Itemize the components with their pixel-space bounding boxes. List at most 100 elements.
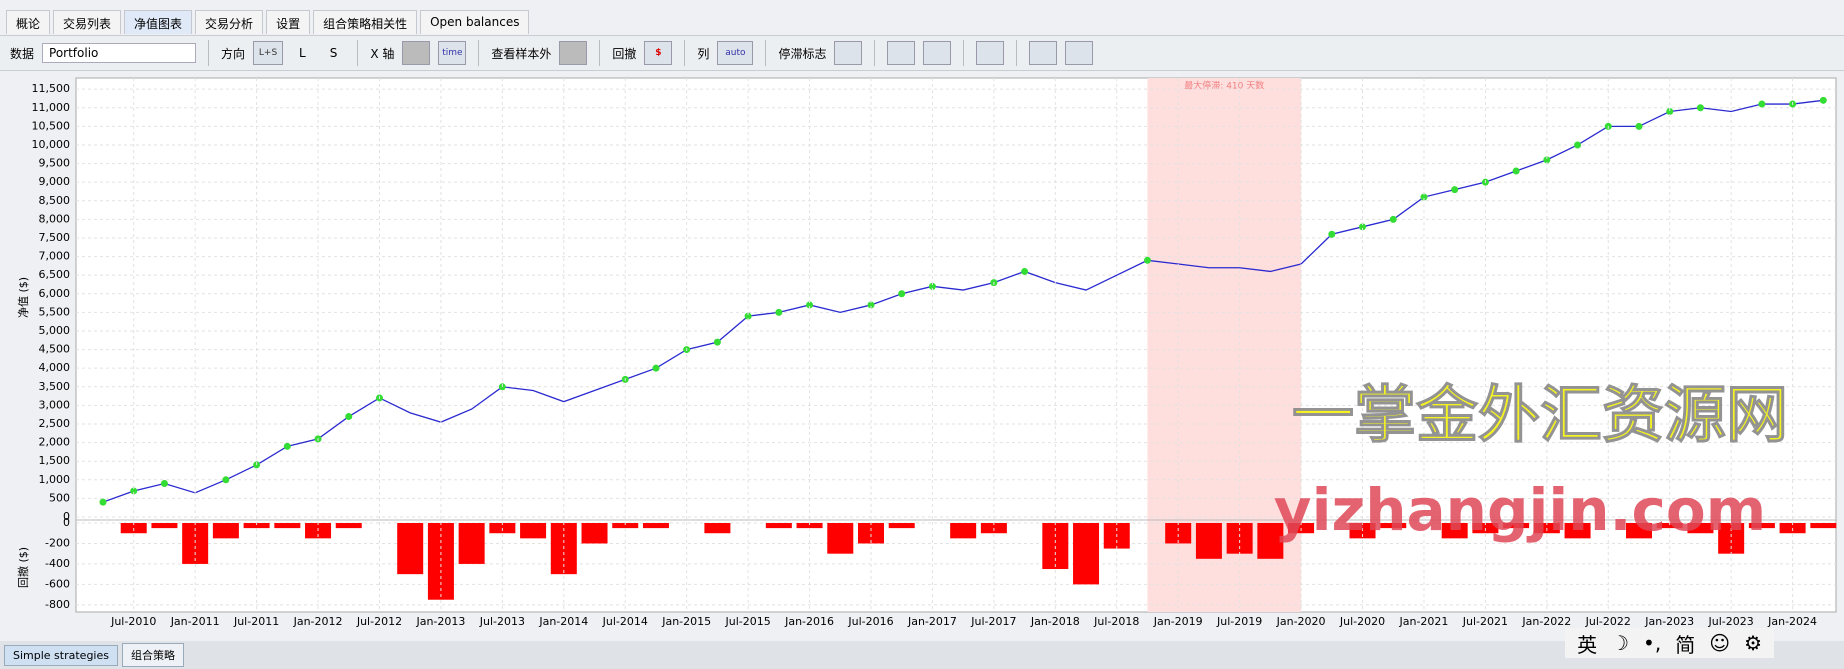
x-tick-label: Jul-2012 bbox=[356, 615, 402, 628]
separator bbox=[963, 40, 965, 66]
separator bbox=[357, 40, 359, 66]
ime-icon[interactable]: ☺ bbox=[1709, 631, 1731, 655]
drawdown-bar bbox=[335, 523, 362, 529]
tab[interactable]: 交易列表 bbox=[53, 10, 122, 34]
ime-icon[interactable]: ☽ bbox=[1611, 631, 1630, 655]
drawdown-bar bbox=[1656, 523, 1683, 529]
new-high-marker bbox=[160, 480, 168, 488]
new-high-marker bbox=[1021, 267, 1029, 275]
drawdown-bar bbox=[765, 523, 792, 529]
x-tick-label: Jan-2013 bbox=[415, 615, 465, 628]
direction-button[interactable]: S bbox=[329, 46, 338, 60]
drawdown-bar bbox=[1380, 523, 1407, 529]
drawdown-bar bbox=[1503, 523, 1530, 529]
watermark-title: 一掌金外汇资源网 bbox=[1292, 378, 1788, 451]
data-select[interactable]: Portfolio bbox=[42, 43, 197, 63]
drawdown-bar bbox=[151, 523, 178, 529]
drawdown-bar bbox=[1687, 523, 1714, 534]
label: 列 bbox=[697, 46, 710, 61]
ime-icon[interactable]: ⚙ bbox=[1744, 631, 1762, 655]
ime-mode[interactable]: 英 bbox=[1577, 632, 1598, 657]
tab[interactable]: 净值图表 bbox=[124, 10, 193, 34]
y-tick-label: -600 bbox=[45, 577, 70, 590]
x-tick-label: Jul-2011 bbox=[233, 615, 279, 628]
y-tick-label: 4,500 bbox=[39, 343, 71, 356]
new-high-marker bbox=[1143, 256, 1151, 264]
tab[interactable]: 概论 bbox=[6, 10, 51, 34]
watermark-url: yizhangjin.com bbox=[1274, 476, 1766, 544]
bottom-tab[interactable]: Simple strategies bbox=[4, 644, 118, 666]
new-high-marker bbox=[1420, 193, 1428, 201]
x-tick-label: Jan-2023 bbox=[1644, 615, 1694, 628]
x-tick-label: Jul-2018 bbox=[1093, 615, 1139, 628]
y-tick-label: 0 bbox=[63, 510, 70, 523]
drawdown-bar bbox=[796, 523, 823, 529]
y-tick-label: 4,000 bbox=[39, 361, 71, 374]
y-tick-label: 3,500 bbox=[39, 380, 71, 393]
y-tick-label: 6,000 bbox=[39, 287, 71, 300]
icon-button[interactable] bbox=[559, 41, 588, 65]
drawdown-bar bbox=[1257, 523, 1284, 559]
y-tick-label: 8,000 bbox=[39, 212, 71, 225]
label: 查看样本外 bbox=[491, 46, 552, 61]
bottom-tab-bar: Simple strategies 组合策略 bbox=[0, 641, 1844, 669]
tab[interactable]: 交易分析 bbox=[195, 10, 264, 34]
tab-bar: 概论 交易列表 净值图表 交易分析 设置 组合策略相关性 Open balanc… bbox=[0, 10, 530, 34]
x-tick-label: Jan-2015 bbox=[661, 615, 711, 628]
y-axis-title: 回撤 ($) bbox=[16, 547, 30, 588]
icon-button[interactable] bbox=[976, 41, 1005, 65]
icon-button[interactable] bbox=[402, 41, 431, 65]
y-tick-label: 7,000 bbox=[39, 250, 71, 263]
icon-button[interactable]: time bbox=[438, 41, 467, 65]
direction-button[interactable]: L bbox=[299, 46, 306, 60]
label: 方向 bbox=[221, 46, 246, 61]
drawdown-bar bbox=[1195, 523, 1222, 559]
x-tick-label: Jan-2020 bbox=[1276, 615, 1326, 628]
separator bbox=[478, 40, 480, 66]
x-tick-label: Jul-2023 bbox=[1708, 615, 1754, 628]
new-high-marker bbox=[1574, 141, 1582, 149]
drawdown-bar bbox=[243, 523, 270, 529]
tab[interactable]: 组合策略相关性 bbox=[313, 10, 418, 34]
bottom-tab[interactable]: 组合策略 bbox=[121, 643, 184, 667]
x-tick-label: Jul-2021 bbox=[1462, 615, 1508, 628]
drawdown-bar bbox=[1810, 523, 1837, 529]
x-tick-label: Jul-2010 bbox=[110, 615, 156, 628]
y-tick-label: 8,500 bbox=[39, 194, 71, 207]
separator bbox=[765, 40, 767, 66]
icon-button[interactable] bbox=[1065, 41, 1094, 65]
y-tick-label: 5,000 bbox=[39, 324, 71, 337]
icon-button[interactable] bbox=[923, 41, 952, 65]
icon-button[interactable]: $ bbox=[644, 41, 673, 65]
drawdown-bar bbox=[520, 523, 547, 539]
new-high-marker bbox=[775, 308, 783, 316]
y-tick-label: 11,500 bbox=[32, 82, 71, 95]
drawdown-bar bbox=[1441, 523, 1468, 539]
label: 停滞标志 bbox=[778, 46, 827, 61]
icon-button[interactable] bbox=[834, 41, 863, 65]
x-tick-label: Jan-2014 bbox=[538, 615, 588, 628]
x-tick-label: Jan-2012 bbox=[293, 615, 343, 628]
ime-mode[interactable]: 简 bbox=[1675, 632, 1696, 657]
icon-button[interactable] bbox=[1029, 41, 1058, 65]
drawdown-bar bbox=[458, 523, 485, 564]
tab[interactable]: Open balances bbox=[420, 10, 530, 34]
drawdown-bar bbox=[1226, 523, 1253, 554]
label: 数据 bbox=[10, 46, 35, 61]
ime-icon[interactable]: •, bbox=[1643, 631, 1662, 655]
x-tick-label: Jan-2018 bbox=[1030, 615, 1080, 628]
y-tick-label: 6,500 bbox=[39, 268, 71, 281]
separator bbox=[874, 40, 876, 66]
icon-button[interactable] bbox=[887, 41, 916, 65]
new-high-marker bbox=[1696, 104, 1704, 112]
direction-button[interactable]: L+S bbox=[253, 41, 284, 65]
icon-button[interactable]: auto bbox=[717, 41, 754, 65]
y-tick-label: 500 bbox=[49, 491, 70, 504]
toolbar: 数据 Portfolio 方向 L+S L S X 轴 time 查看样本外 回… bbox=[0, 35, 1844, 71]
x-tick-label: Jan-2024 bbox=[1767, 615, 1817, 628]
drawdown-bar bbox=[1626, 523, 1652, 539]
drawdown-bar bbox=[858, 523, 884, 544]
tab[interactable]: 设置 bbox=[266, 10, 311, 34]
new-high-marker bbox=[1389, 215, 1397, 223]
